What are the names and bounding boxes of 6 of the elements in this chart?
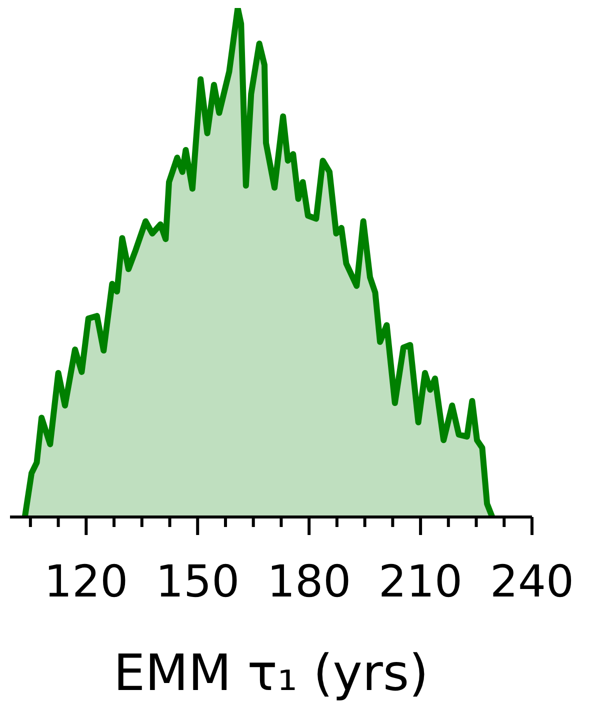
x-axis-title: EMM τ₁ (yrs) (113, 644, 429, 702)
x-tick-label: 210 (378, 556, 463, 608)
x-tick-label: 120 (44, 556, 128, 608)
x-tick-label: 240 (490, 556, 574, 608)
x-tick-label: 180 (267, 556, 352, 608)
x-tick-label: 150 (156, 556, 240, 608)
